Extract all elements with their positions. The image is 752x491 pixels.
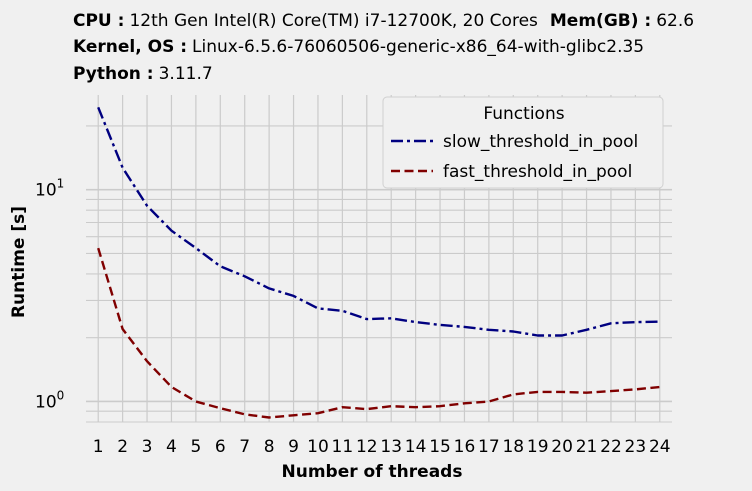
x-tick-label: 21 <box>576 437 598 457</box>
cpu-value: 12th Gen Intel(R) Core(TM) i7-12700K, 20… <box>129 11 538 31</box>
x-tick-label: 12 <box>356 437 378 457</box>
x-tick-label: 18 <box>502 437 524 457</box>
series-lines <box>97 106 660 419</box>
kernel-label: Kernel, OS : <box>73 37 187 57</box>
x-tick-label: 22 <box>600 437 622 457</box>
cpu-info-line: CPU :12th Gen Intel(R) Core(TM) i7-12700… <box>73 11 694 31</box>
cpu-label: CPU : <box>73 11 124 31</box>
x-tick-label: 23 <box>625 437 647 457</box>
x-tick-label: 7 <box>239 437 250 457</box>
python-label: Python : <box>73 64 154 84</box>
x-tick-label: 19 <box>527 437 549 457</box>
legend-label-slow: slow_threshold_in_pool <box>443 132 638 152</box>
x-tick-labels: 1 2 3 4 5 6 7 8 9 10 11 12 13 14 15 16 17 18 19 20 21 22 23 24 <box>93 437 671 457</box>
mem-value: 62.6 <box>656 11 694 31</box>
x-tick-label: 20 <box>551 437 573 457</box>
x-tick-label: 10 <box>307 437 329 457</box>
x-axis-label: Number of threads <box>282 462 463 482</box>
y-tick-label: 100 <box>35 388 64 412</box>
x-tick-label: 24 <box>649 437 671 457</box>
x-tick-label: 11 <box>332 437 354 457</box>
kernel-value: Linux-6.5.6-76060506-generic-x86_64-with… <box>192 37 644 57</box>
python-value: 3.11.7 <box>159 64 213 84</box>
x-tick-label: 14 <box>405 437 427 457</box>
series-line-fast_threshold_in_pool <box>97 247 660 419</box>
x-tick-label: 3 <box>142 437 153 457</box>
x-tick-label: 6 <box>215 437 226 457</box>
x-tick-label: 15 <box>429 437 451 457</box>
series-line-slow_threshold_in_pool <box>97 106 660 337</box>
python-info-line: Python :3.11.7 <box>73 64 213 84</box>
y-axis-label: Runtime [s] <box>9 206 29 318</box>
x-tick-label: 1 <box>93 437 104 457</box>
grid <box>86 95 672 423</box>
legend-box <box>382 96 664 189</box>
legend: Functions slow_threshold_in_pool fast_th… <box>382 96 664 189</box>
legend-title: Functions <box>483 104 564 124</box>
y-tick-labels: 100 101 <box>35 177 64 413</box>
mem-label: Mem(GB) : <box>550 11 651 31</box>
x-tick-label: 9 <box>288 437 299 457</box>
x-tick-label: 4 <box>166 437 177 457</box>
x-tick-label: 8 <box>264 437 275 457</box>
x-tick-label: 13 <box>380 437 402 457</box>
kernel-info-line: Kernel, OS : Linux-6.5.6-76060506-generic… <box>73 37 644 57</box>
y-tick-label: 101 <box>35 177 64 201</box>
legend-label-fast: fast_threshold_in_pool <box>443 162 632 182</box>
x-tick-label: 2 <box>117 437 128 457</box>
x-tick-label: 17 <box>478 437 500 457</box>
x-tick-label: 5 <box>190 437 201 457</box>
x-tick-label: 16 <box>454 437 476 457</box>
